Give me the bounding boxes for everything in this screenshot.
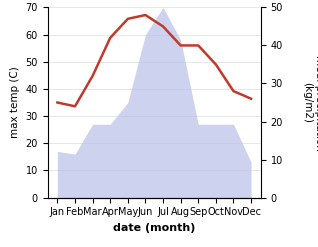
Y-axis label: med. precipitation
(kg/m2): med. precipitation (kg/m2)	[302, 55, 318, 150]
Y-axis label: max temp (C): max temp (C)	[10, 67, 20, 138]
X-axis label: date (month): date (month)	[113, 223, 196, 233]
